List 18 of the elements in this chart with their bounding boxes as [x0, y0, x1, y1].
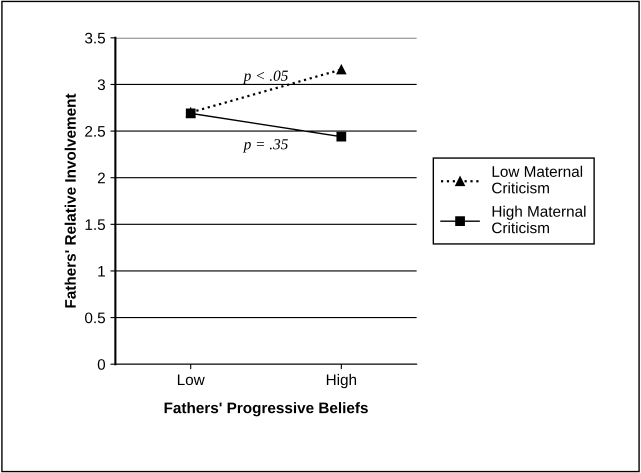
annotation: p < .05	[242, 70, 288, 84]
point	[336, 132, 346, 142]
annotation: p = .35	[242, 139, 288, 152]
x-axis-title: Fathers' Progressive Beliefs	[164, 402, 368, 416]
x-tick-label: Low	[178, 374, 205, 386]
legend-label: High Maternal Criticism	[492, 206, 586, 234]
y-tick-label: 1	[98, 266, 105, 276]
y-tick-label: 1.5	[86, 219, 106, 230]
legend-label: Low Maternal Criticism	[492, 166, 582, 194]
point	[336, 64, 346, 74]
y-axis-title: Fathers' Relative Involvement	[64, 94, 76, 308]
y-tick-label: 2.5	[85, 126, 106, 137]
y-tick-label: 3	[98, 79, 105, 90]
y-tick-label: 0	[98, 359, 106, 370]
y-tick-label: 0.5	[85, 312, 106, 324]
x-tick-label: High	[326, 374, 356, 388]
y-tick-label: 2	[98, 172, 105, 184]
y-tick-label: 3.5	[85, 32, 106, 44]
